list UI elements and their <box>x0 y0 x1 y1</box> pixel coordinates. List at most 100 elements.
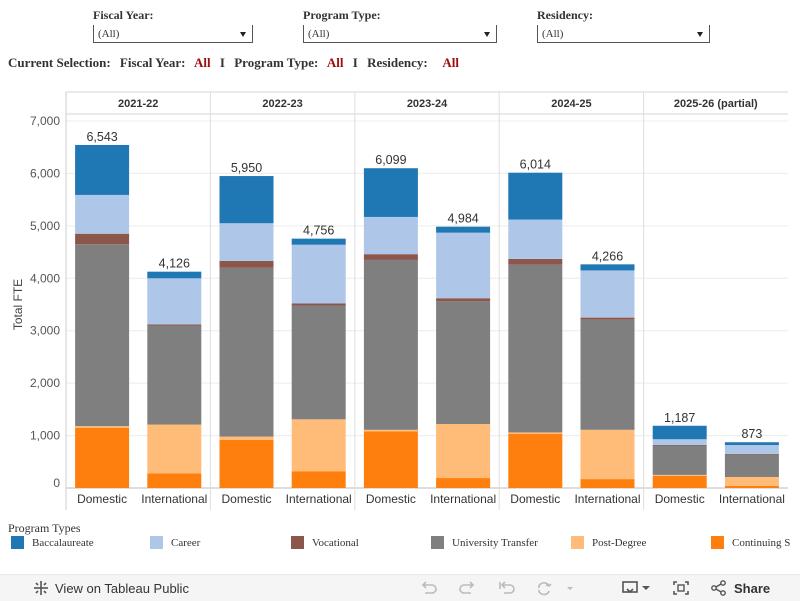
legend-title: Program Types <box>8 521 81 535</box>
y-tick-label: 1,000 <box>30 429 60 443</box>
bar-total-label: 4,984 <box>447 212 478 226</box>
chevron-down-icon <box>484 32 490 37</box>
bar-segment <box>508 432 563 434</box>
legend-swatch <box>431 536 444 549</box>
legend-label: Continuing S <box>732 537 791 549</box>
legend-item[interactable]: Post-Degree <box>571 536 647 551</box>
y-tick-label: 7,000 <box>30 114 60 128</box>
legend-item[interactable]: University Transfer <box>431 536 538 551</box>
bar-segment <box>219 223 274 261</box>
y-axis-title: Total FTE <box>11 279 25 330</box>
legend-item[interactable]: Baccalaureate <box>11 536 94 551</box>
undo-button[interactable] <box>420 580 438 599</box>
bar-total-label: 1,187 <box>664 411 695 425</box>
share-icon <box>711 580 726 596</box>
legend-label: Baccalaureate <box>32 537 94 549</box>
current-separator: I <box>219 55 225 70</box>
bar-segment <box>363 168 418 217</box>
refresh-button[interactable] <box>536 580 576 599</box>
y-tick-label: 3,000 <box>30 324 60 338</box>
legend-item[interactable]: Vocational <box>291 536 359 551</box>
bar-segment <box>436 232 491 299</box>
legend-swatch <box>11 536 24 549</box>
bar-segment <box>508 264 563 433</box>
residency-value: (All) <box>542 28 564 40</box>
legend-swatch <box>711 536 724 549</box>
x-category-label: Domestic <box>655 492 705 506</box>
bar-segment <box>724 454 779 477</box>
bar-total-label: 6,099 <box>375 153 406 167</box>
bar-total-label: 6,543 <box>86 130 117 144</box>
fullscreen-button[interactable] <box>672 580 690 599</box>
bar-segment <box>652 445 707 446</box>
x-category-label: Domestic <box>221 492 271 506</box>
bar-segment <box>580 270 635 318</box>
current-res-value: All <box>442 55 459 70</box>
bar-segment <box>291 471 346 488</box>
bar-segment <box>580 319 635 430</box>
panel-header: 2025-26 (partial) <box>674 98 758 110</box>
bar-segment <box>508 219 563 259</box>
current-separator: I <box>352 55 358 70</box>
legend-item[interactable]: Career <box>150 536 200 551</box>
current-fy-label: Fiscal Year: <box>119 55 186 70</box>
bar-total-label: 4,126 <box>159 257 190 271</box>
legend-item[interactable]: Continuing S <box>711 536 791 551</box>
bar-segment <box>147 278 202 325</box>
x-category-label: International <box>286 492 352 506</box>
undo-icon <box>421 581 437 594</box>
share-label: Share <box>734 581 771 596</box>
stacked-bar-chart: 0 1,000 2,000 3,000 4,000 5,000 6,000 7,000 Tota… <box>11 91 788 510</box>
bar-segment <box>508 172 563 220</box>
y-tick-label: 2,000 <box>30 376 60 390</box>
bar-segment <box>147 271 202 279</box>
bar-total-label: 4,266 <box>592 249 623 263</box>
y-tick-label: 4,000 <box>30 271 60 285</box>
fiscal-year-value: (All) <box>98 28 120 40</box>
download-button[interactable] <box>621 580 653 599</box>
bar-segment <box>291 305 346 420</box>
legend-swatch <box>571 536 584 549</box>
chevron-down-icon <box>697 32 703 37</box>
bar-segment <box>436 301 491 425</box>
bar-segment <box>219 260 274 268</box>
bar-total-label: 4,756 <box>303 224 334 238</box>
view-on-tableau-button[interactable]: View on Tableau Public <box>33 580 189 596</box>
legend-label: Post-Degree <box>592 537 647 549</box>
bar-total-label: 873 <box>741 427 762 441</box>
current-selection: Current Selection: Fiscal Year: All I Pr… <box>8 55 459 71</box>
download-icon <box>622 581 650 594</box>
bar-total-label: 5,950 <box>231 161 262 175</box>
bar-segment <box>219 176 274 224</box>
bar-segment <box>147 325 202 425</box>
legend-label: Vocational <box>312 537 359 549</box>
legend-swatch <box>291 536 304 549</box>
current-pt-value: All <box>326 55 344 70</box>
program-type-value: (All) <box>308 28 330 40</box>
bar-segment <box>219 436 274 440</box>
residency-dropdown[interactable]: (All) <box>537 25 710 43</box>
bar-segment <box>724 485 779 488</box>
x-category-label: International <box>574 492 640 506</box>
bar-segment <box>363 431 418 488</box>
revert-button[interactable] <box>498 580 516 599</box>
share-button[interactable]: Share <box>710 580 770 596</box>
x-category-label: International <box>141 492 207 506</box>
current-fy-value: All <box>194 55 211 70</box>
bar-segment <box>724 445 779 454</box>
x-category-label: International <box>430 492 496 506</box>
x-category-label: Domestic <box>366 492 416 506</box>
bar-segment <box>436 478 491 488</box>
bar-segment <box>580 429 635 480</box>
y-tick-label: 5,000 <box>30 219 60 233</box>
view-on-tableau-label: View on Tableau Public <box>55 581 189 596</box>
program-type-dropdown[interactable]: (All) <box>303 25 497 43</box>
bar-segment <box>724 442 779 446</box>
fiscal-year-dropdown[interactable]: (All) <box>93 25 253 43</box>
y-tick-label: 0 <box>53 476 60 490</box>
tableau-toolbar: View on Tableau Public Share <box>0 574 800 601</box>
bar-segment <box>724 476 779 486</box>
bar-segment <box>436 298 491 302</box>
redo-button[interactable] <box>458 580 476 599</box>
bar-segment <box>508 258 563 265</box>
